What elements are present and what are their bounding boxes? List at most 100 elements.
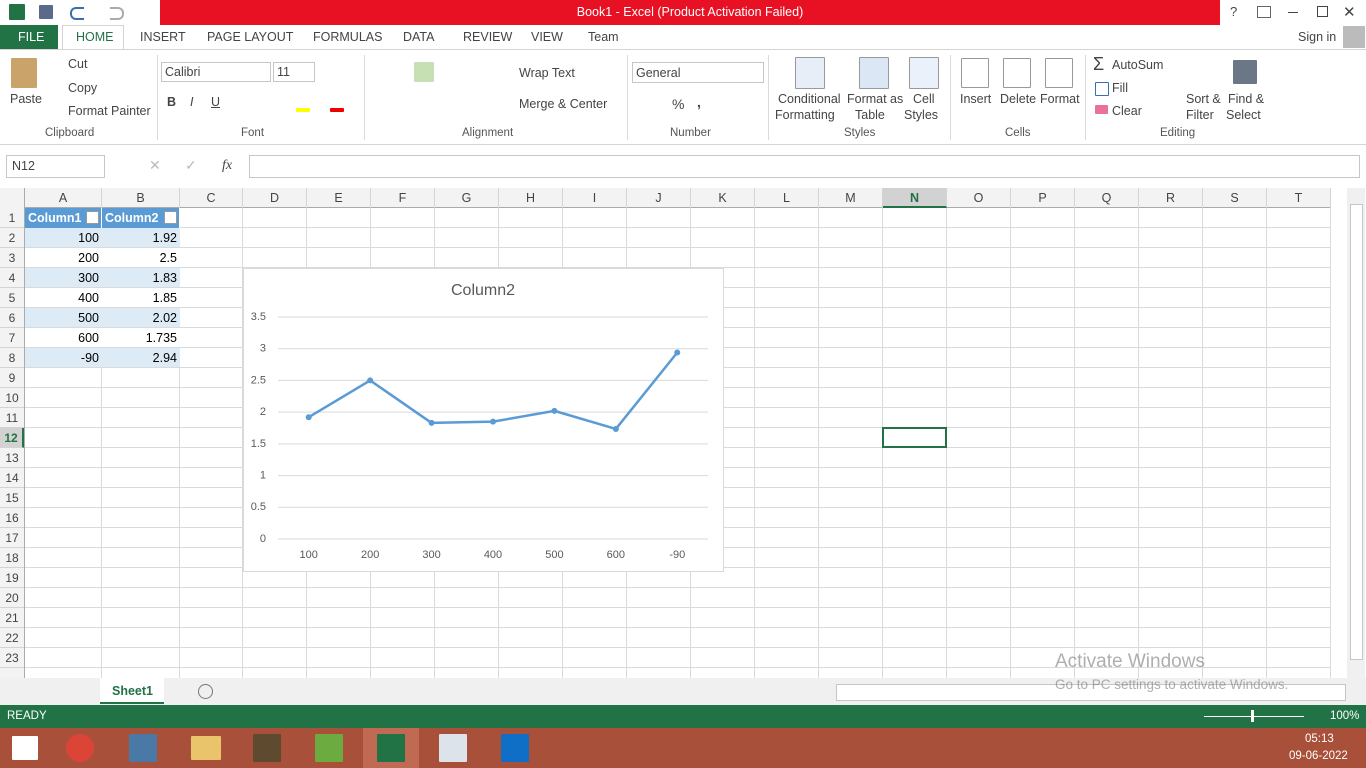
cell-styles-icon[interactable]	[909, 57, 939, 89]
font-color-icon[interactable]	[330, 108, 344, 112]
sheet-tab[interactable]	[100, 678, 164, 704]
filter-button[interactable]	[86, 211, 99, 224]
row-header[interactable]: 16	[0, 508, 24, 528]
row-header[interactable]: 5	[0, 288, 24, 308]
row-header[interactable]: 7	[0, 328, 24, 348]
row-header[interactable]: 14	[0, 468, 24, 488]
column-header[interactable]: C	[180, 188, 243, 208]
copy-button[interactable]: Copy	[68, 81, 98, 95]
column-header[interactable]: K	[691, 188, 755, 208]
table-cell[interactable]: 2.94	[152, 351, 177, 365]
zoom-level[interactable]: 100%	[1330, 710, 1360, 722]
column-header[interactable]: A	[25, 188, 102, 208]
number-format-box[interactable]	[632, 62, 764, 83]
column-header[interactable]: L	[755, 188, 819, 208]
column-header[interactable]: F	[371, 188, 435, 208]
insert-icon[interactable]	[961, 58, 989, 88]
table-cell[interactable]: 1.735	[145, 331, 177, 345]
ribbon-tab[interactable]: VIEW	[531, 30, 563, 44]
start-button[interactable]	[12, 736, 38, 760]
table-cell[interactable]: 300	[78, 271, 99, 285]
row-header[interactable]: 2	[0, 228, 24, 248]
conditional-formatting-icon[interactable]	[795, 57, 825, 89]
italic-button[interactable]: I	[190, 95, 194, 109]
cell-styles-button[interactable]: Cell	[913, 92, 935, 106]
mail-icon[interactable]	[501, 734, 529, 762]
column-header[interactable]: R	[1139, 188, 1203, 208]
format-painter-button[interactable]: Format Painter	[68, 104, 151, 118]
app-icon[interactable]	[439, 734, 467, 762]
python-icon[interactable]	[129, 734, 157, 762]
font-name[interactable]: Calibri	[165, 65, 201, 79]
table-cell[interactable]: 2.5	[159, 251, 177, 265]
horizontal-scrollbar[interactable]	[836, 684, 1346, 701]
find-select-icon[interactable]	[1233, 60, 1257, 84]
row-header[interactable]: 22	[0, 628, 24, 648]
scroll-thumb[interactable]	[1350, 204, 1363, 660]
table-header-text[interactable]: Column1	[28, 211, 82, 225]
format-table-icon[interactable]	[859, 57, 889, 89]
format-button[interactable]: Format	[1040, 92, 1080, 106]
ribbon-tab[interactable]: REVIEW	[463, 30, 513, 44]
zoom-slider[interactable]	[1204, 716, 1304, 717]
new-sheet-button[interactable]	[198, 684, 213, 699]
format-icon[interactable]	[1045, 58, 1073, 88]
table-header-cell[interactable]	[25, 208, 102, 228]
name-box[interactable]	[6, 155, 105, 178]
insert-function-button[interactable]: fx	[222, 158, 233, 173]
sort-filter-icon[interactable]	[1189, 58, 1215, 86]
paste-button[interactable]: Paste	[10, 92, 42, 106]
fill-button[interactable]: Fill	[1112, 81, 1128, 95]
row-header[interactable]: 12	[0, 428, 24, 448]
close-button[interactable]: ✕	[1343, 4, 1356, 21]
column-header[interactable]: I	[563, 188, 627, 208]
table-cell[interactable]: 1.85	[152, 291, 177, 305]
app-icon[interactable]	[253, 734, 281, 762]
find-select-button[interactable]: Select	[1226, 108, 1261, 122]
chrome-icon[interactable]	[66, 734, 94, 762]
row-header[interactable]: 11	[0, 408, 24, 428]
format-table-button[interactable]: Format as	[847, 92, 904, 106]
row-header[interactable]: 23	[0, 648, 24, 668]
row-header[interactable]: 15	[0, 488, 24, 508]
help-button[interactable]: ?	[1230, 4, 1238, 19]
file-tab-label[interactable]: FILE	[18, 30, 45, 44]
restore-button[interactable]	[1317, 6, 1328, 17]
table-header-text[interactable]: Column2	[105, 211, 159, 225]
explorer-icon[interactable]	[191, 736, 221, 760]
cut-button[interactable]: Cut	[68, 57, 88, 71]
row-header[interactable]: 17	[0, 528, 24, 548]
column-header[interactable]: G	[435, 188, 499, 208]
ribbon-display-button[interactable]	[1257, 6, 1271, 18]
conditional-formatting-button[interactable]: Conditional	[778, 92, 841, 106]
delete-icon[interactable]	[1003, 58, 1031, 88]
user-avatar[interactable]	[1343, 26, 1365, 48]
fill-icon[interactable]	[1095, 82, 1109, 96]
font-name-box[interactable]	[161, 62, 271, 82]
conditional-formatting-button[interactable]: Formatting	[775, 108, 835, 122]
column-header[interactable]: J	[627, 188, 691, 208]
table-cell[interactable]: 400	[78, 291, 99, 305]
column-header[interactable]: T	[1267, 188, 1331, 208]
clear-icon[interactable]	[1095, 105, 1108, 114]
row-header[interactable]: 8	[0, 348, 24, 368]
insert-button[interactable]: Insert	[960, 92, 992, 106]
column-header[interactable]: E	[307, 188, 371, 208]
excel-icon[interactable]	[377, 734, 405, 762]
column-header[interactable]: O	[947, 188, 1011, 208]
filter-button[interactable]	[164, 211, 177, 224]
minimize-button[interactable]	[1288, 12, 1298, 13]
table-cell[interactable]: 100	[78, 231, 99, 245]
clear-button[interactable]: Clear	[1112, 104, 1142, 118]
sort-filter-button[interactable]: Filter	[1186, 108, 1214, 122]
percent-button[interactable]: %	[672, 96, 685, 112]
file-tab[interactable]	[0, 25, 58, 50]
ribbon-tab[interactable]: HOME	[76, 30, 114, 44]
align-middle-active[interactable]	[414, 62, 434, 82]
sheet-tab-label[interactable]: Sheet1	[112, 684, 153, 698]
table-cell[interactable]: 1.92	[152, 231, 177, 245]
name-box-value[interactable]: N12	[12, 159, 35, 173]
row-header[interactable]: 21	[0, 608, 24, 628]
format-table-button[interactable]: Table	[855, 108, 885, 122]
save-button[interactable]	[39, 5, 53, 19]
